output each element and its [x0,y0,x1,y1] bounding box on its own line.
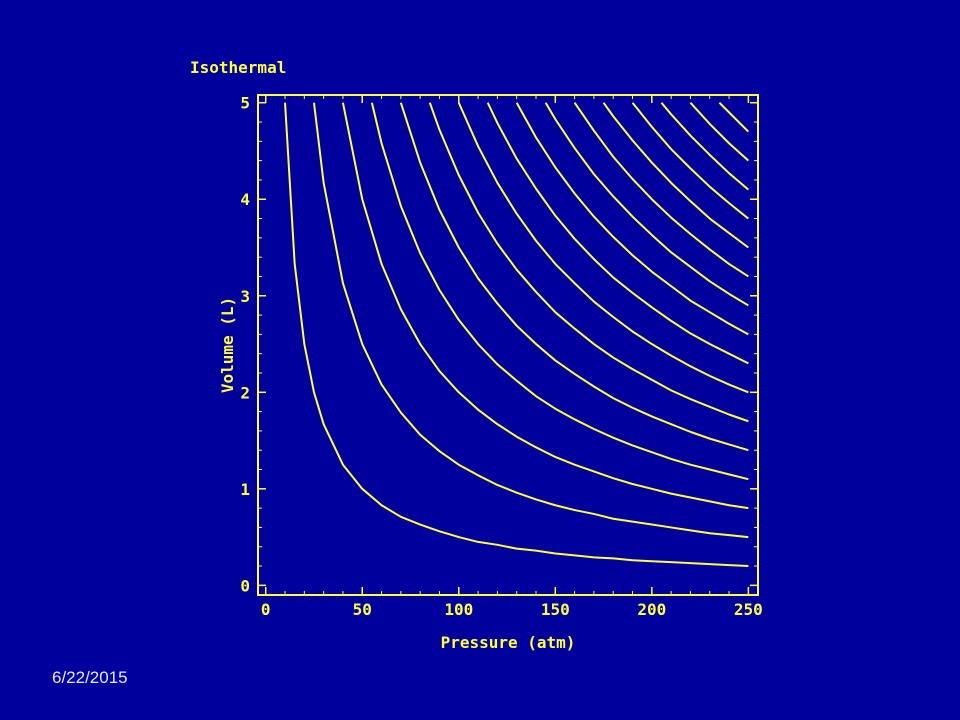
y-tick-label: 0 [240,576,250,595]
isotherm-line [341,102,749,510]
isotherm-line [284,102,749,568]
isotherm-line [660,102,749,191]
isotherm-line [602,102,749,249]
x-axis-label: Pressure (atm) [441,633,576,652]
chart-title: Isothermal [190,58,286,77]
isotherm-line [486,102,749,365]
y-tick-label: 2 [240,383,250,402]
x-tick-label: 100 [444,600,473,619]
isotherm-line [573,102,749,278]
isotherm-line [399,102,749,452]
date: 6/22/2015 [52,668,128,687]
isotherm-line [631,102,749,220]
x-tick-label: 50 [353,600,372,619]
isotherm-line [515,102,749,336]
y-tick-label: 1 [240,480,250,499]
x-tick-label: 0 [261,600,271,619]
isotherm-line [689,102,750,162]
isotherm-line [370,102,749,481]
plot-frame [257,94,759,596]
isotherm-line [428,102,749,423]
isotherm-line [312,102,749,539]
x-tick-label: 150 [541,600,570,619]
x-tick-label: 200 [637,600,666,619]
y-tick-label: 3 [240,287,250,306]
y-tick-label: 5 [240,94,250,113]
isotherm-line [718,102,750,133]
isotherm-line [544,102,749,307]
y-axis-label: Volume (L) [218,297,237,393]
y-tick-label: 4 [240,190,250,209]
isotherm-line [457,102,749,394]
x-tick-label: 250 [734,600,763,619]
